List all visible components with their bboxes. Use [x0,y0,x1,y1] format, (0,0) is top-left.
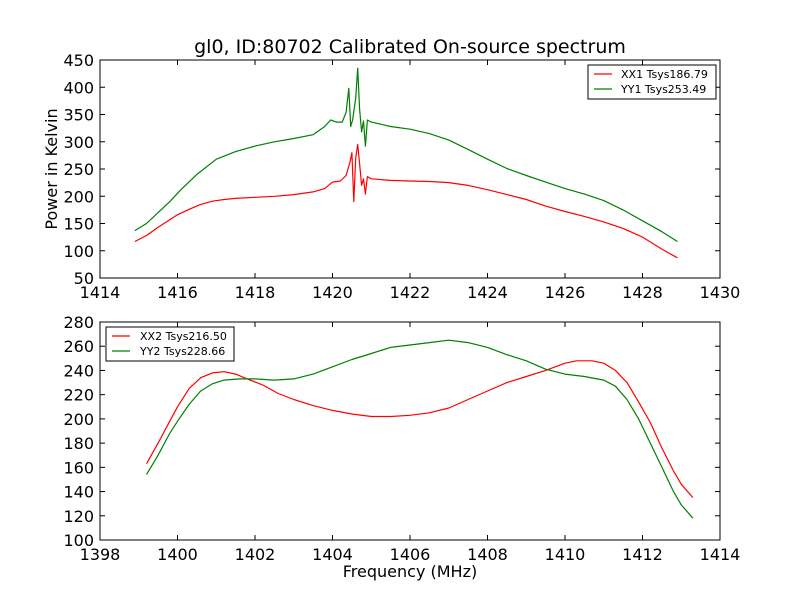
bottom-x-axis-label: Frequency (MHz) [343,562,477,581]
bottom-y-tick-label: 240 [63,361,94,380]
bottom-x-tick-label: 1414 [700,545,741,564]
top-y-tick-label: 450 [63,51,94,70]
top-x-tick-label: 1430 [700,283,741,302]
top-y-tick-label: 250 [63,160,94,179]
top-y-axis-label: Power in Kelvin [42,108,61,229]
top-y-tick-label: 50 [74,269,94,288]
bottom-y-tick-label: 100 [63,531,94,550]
top-legend-box [587,64,717,100]
bottom-x-tick-label: 1402 [235,545,276,564]
bottom-y-tick-label: 180 [63,434,94,453]
top-y-tick-label: 400 [63,78,94,97]
top-x-tick-label: 1420 [312,283,353,302]
top-y-tick-label: 100 [63,242,94,261]
bottom-series-line-1 [145,360,694,498]
top-x-tick-label: 1414 [80,283,121,302]
top-y-tick-label: 300 [63,133,94,152]
bottom-x-tick-label: 1408 [467,545,508,564]
top-x-tick-label: 1418 [235,283,276,302]
bottom-y-tick-label: 120 [63,507,94,526]
top-y-tick-label: 350 [63,106,94,125]
bottom-y-tick-label: 260 [63,337,94,356]
top-x-ticks: 1414 1416 1418 1420 1422 1424 1426 1428 1430 [80,60,741,302]
top-series-line-2 [134,67,678,243]
bottom-legend-box [105,326,235,362]
bottom-chart: 1398 1400 1402 1404 1406 1408 1410 1412 1414 100… [63,313,740,581]
top-series-group [134,67,678,259]
top-y-tick-label: 200 [63,187,94,206]
bottom-x-tick-label: 1412 [622,545,663,564]
bottom-x-tick-label: 1398 [80,545,121,564]
bottom-x-tick-label: 1406 [390,545,431,564]
bottom-x-ticks: 1398 1400 1402 1404 1406 1408 1410 1412 1414 [80,322,741,564]
top-x-tick-label: 1422 [390,283,431,302]
bottom-y-tick-label: 140 [63,483,94,502]
bottom-series-group [145,339,694,519]
bottom-y-tick-label: 280 [63,313,94,332]
bottom-series-line-2 [145,339,694,519]
top-x-tick-label: 1424 [467,283,508,302]
top-chart: gl0, ID:80702 Calibrated On-source spect… [42,36,740,302]
bottom-y-tick-label: 200 [63,410,94,429]
bottom-legend: XX2 Tsys216.50 YY2 Tsys228.66 [105,326,235,362]
top-series-line-1 [134,143,678,259]
top-x-tick-label: 1426 [545,283,586,302]
top-legend-label-xx1: XX1 Tsys186.79 [621,68,708,81]
top-x-tick-label: 1416 [157,283,198,302]
bottom-y-ticks: 100 120 140 160 180 200 220 240 260 280 [63,313,720,550]
bottom-x-tick-label: 1410 [545,545,586,564]
bottom-legend-label-xx2: XX2 Tsys216.50 [140,330,227,343]
top-legend-label-yy1: YY1 Tsys253.49 [620,83,706,96]
top-chart-title: gl0, ID:80702 Calibrated On-source spect… [194,36,626,58]
bottom-x-tick-label: 1404 [312,545,353,564]
top-x-tick-label: 1428 [622,283,663,302]
top-y-tick-label: 150 [63,215,94,234]
top-legend: XX1 Tsys186.79 YY1 Tsys253.49 [587,64,717,100]
bottom-y-tick-label: 160 [63,458,94,477]
top-y-ticks: 50 100 150 200 250 300 350 400 450 [63,51,720,288]
bottom-y-tick-label: 220 [63,386,94,405]
bottom-x-tick-label: 1400 [157,545,198,564]
bottom-legend-label-yy2: YY2 Tsys228.66 [139,345,225,358]
